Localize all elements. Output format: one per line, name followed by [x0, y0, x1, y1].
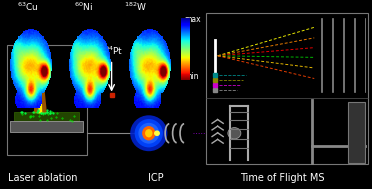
Text: $^{63}$Cu: $^{63}$Cu	[17, 1, 39, 13]
Text: $^{182}$W: $^{182}$W	[124, 1, 147, 13]
Text: ICP: ICP	[148, 173, 164, 183]
Ellipse shape	[154, 130, 160, 136]
Ellipse shape	[228, 128, 241, 139]
Text: $^{194}$Pt: $^{194}$Pt	[100, 44, 123, 57]
Ellipse shape	[130, 115, 167, 151]
Text: $^{60}$Ni: $^{60}$Ni	[74, 1, 93, 13]
Bar	[348, 102, 365, 163]
Bar	[7, 45, 87, 155]
Bar	[206, 13, 368, 164]
Polygon shape	[33, 47, 47, 113]
Text: max: max	[184, 15, 201, 24]
Ellipse shape	[142, 126, 155, 140]
Ellipse shape	[135, 119, 163, 147]
Text: Laser ablation: Laser ablation	[8, 173, 77, 183]
Polygon shape	[38, 47, 42, 113]
Text: Time of Flight MS: Time of Flight MS	[240, 173, 325, 183]
Bar	[14, 112, 79, 121]
Bar	[10, 121, 83, 132]
Ellipse shape	[145, 129, 153, 137]
Ellipse shape	[138, 123, 159, 144]
Text: min: min	[184, 72, 199, 81]
